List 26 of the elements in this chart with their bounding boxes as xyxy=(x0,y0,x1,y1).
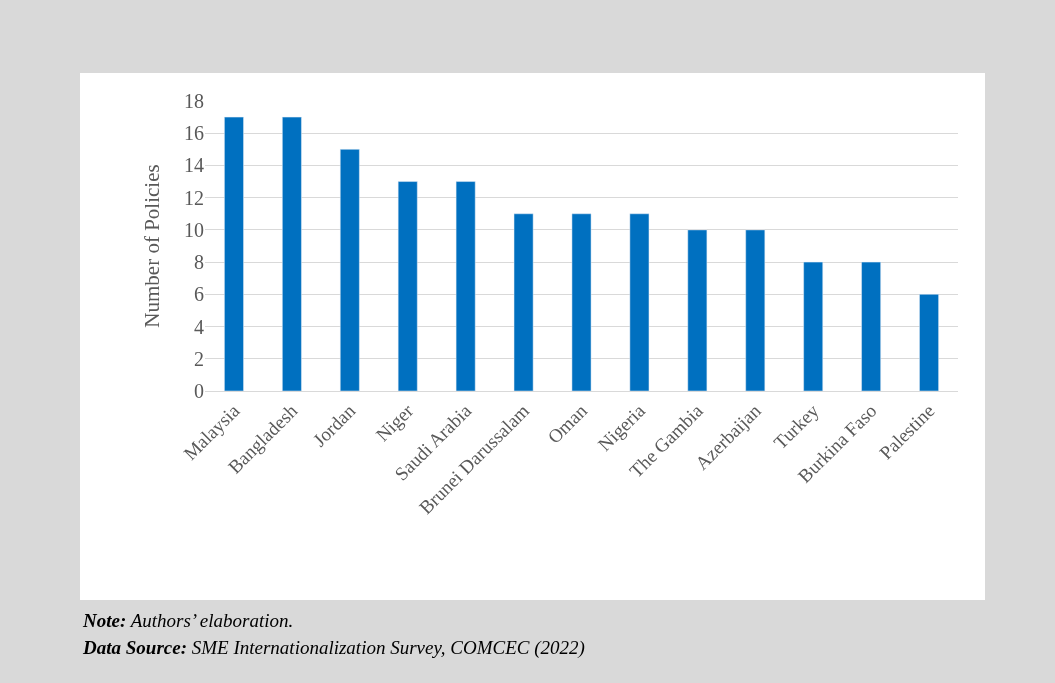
y-tick-label: 12 xyxy=(184,186,204,209)
bar xyxy=(571,213,592,391)
bar xyxy=(340,149,360,391)
bar xyxy=(861,261,881,391)
y-tick-label: 18 xyxy=(184,90,204,112)
bar xyxy=(455,181,476,391)
y-tick-label: 14 xyxy=(184,154,204,177)
y-tick-label: 8 xyxy=(194,251,204,274)
bar xyxy=(919,294,939,391)
bar xyxy=(687,229,708,391)
y-tick-label: 16 xyxy=(184,122,204,145)
bar xyxy=(629,213,650,391)
bar xyxy=(397,181,418,391)
bar xyxy=(224,116,244,391)
bar xyxy=(513,213,534,391)
text: Note: Authors’ elaboration. xyxy=(82,610,294,631)
y-tick-label: 10 xyxy=(184,218,204,241)
source-note: Data Source: SME Internationalization Survey, COMCEC (2022) xyxy=(82,637,585,659)
y-tick-label: 6 xyxy=(194,283,204,306)
bar xyxy=(282,116,302,391)
y-axis-title: Number of Policies xyxy=(140,164,165,328)
y-tick-label: 2 xyxy=(194,347,204,370)
bar xyxy=(803,261,823,391)
y-tick-label: 0 xyxy=(194,380,204,402)
y-tick-label: 4 xyxy=(194,315,204,338)
bar xyxy=(745,229,766,391)
